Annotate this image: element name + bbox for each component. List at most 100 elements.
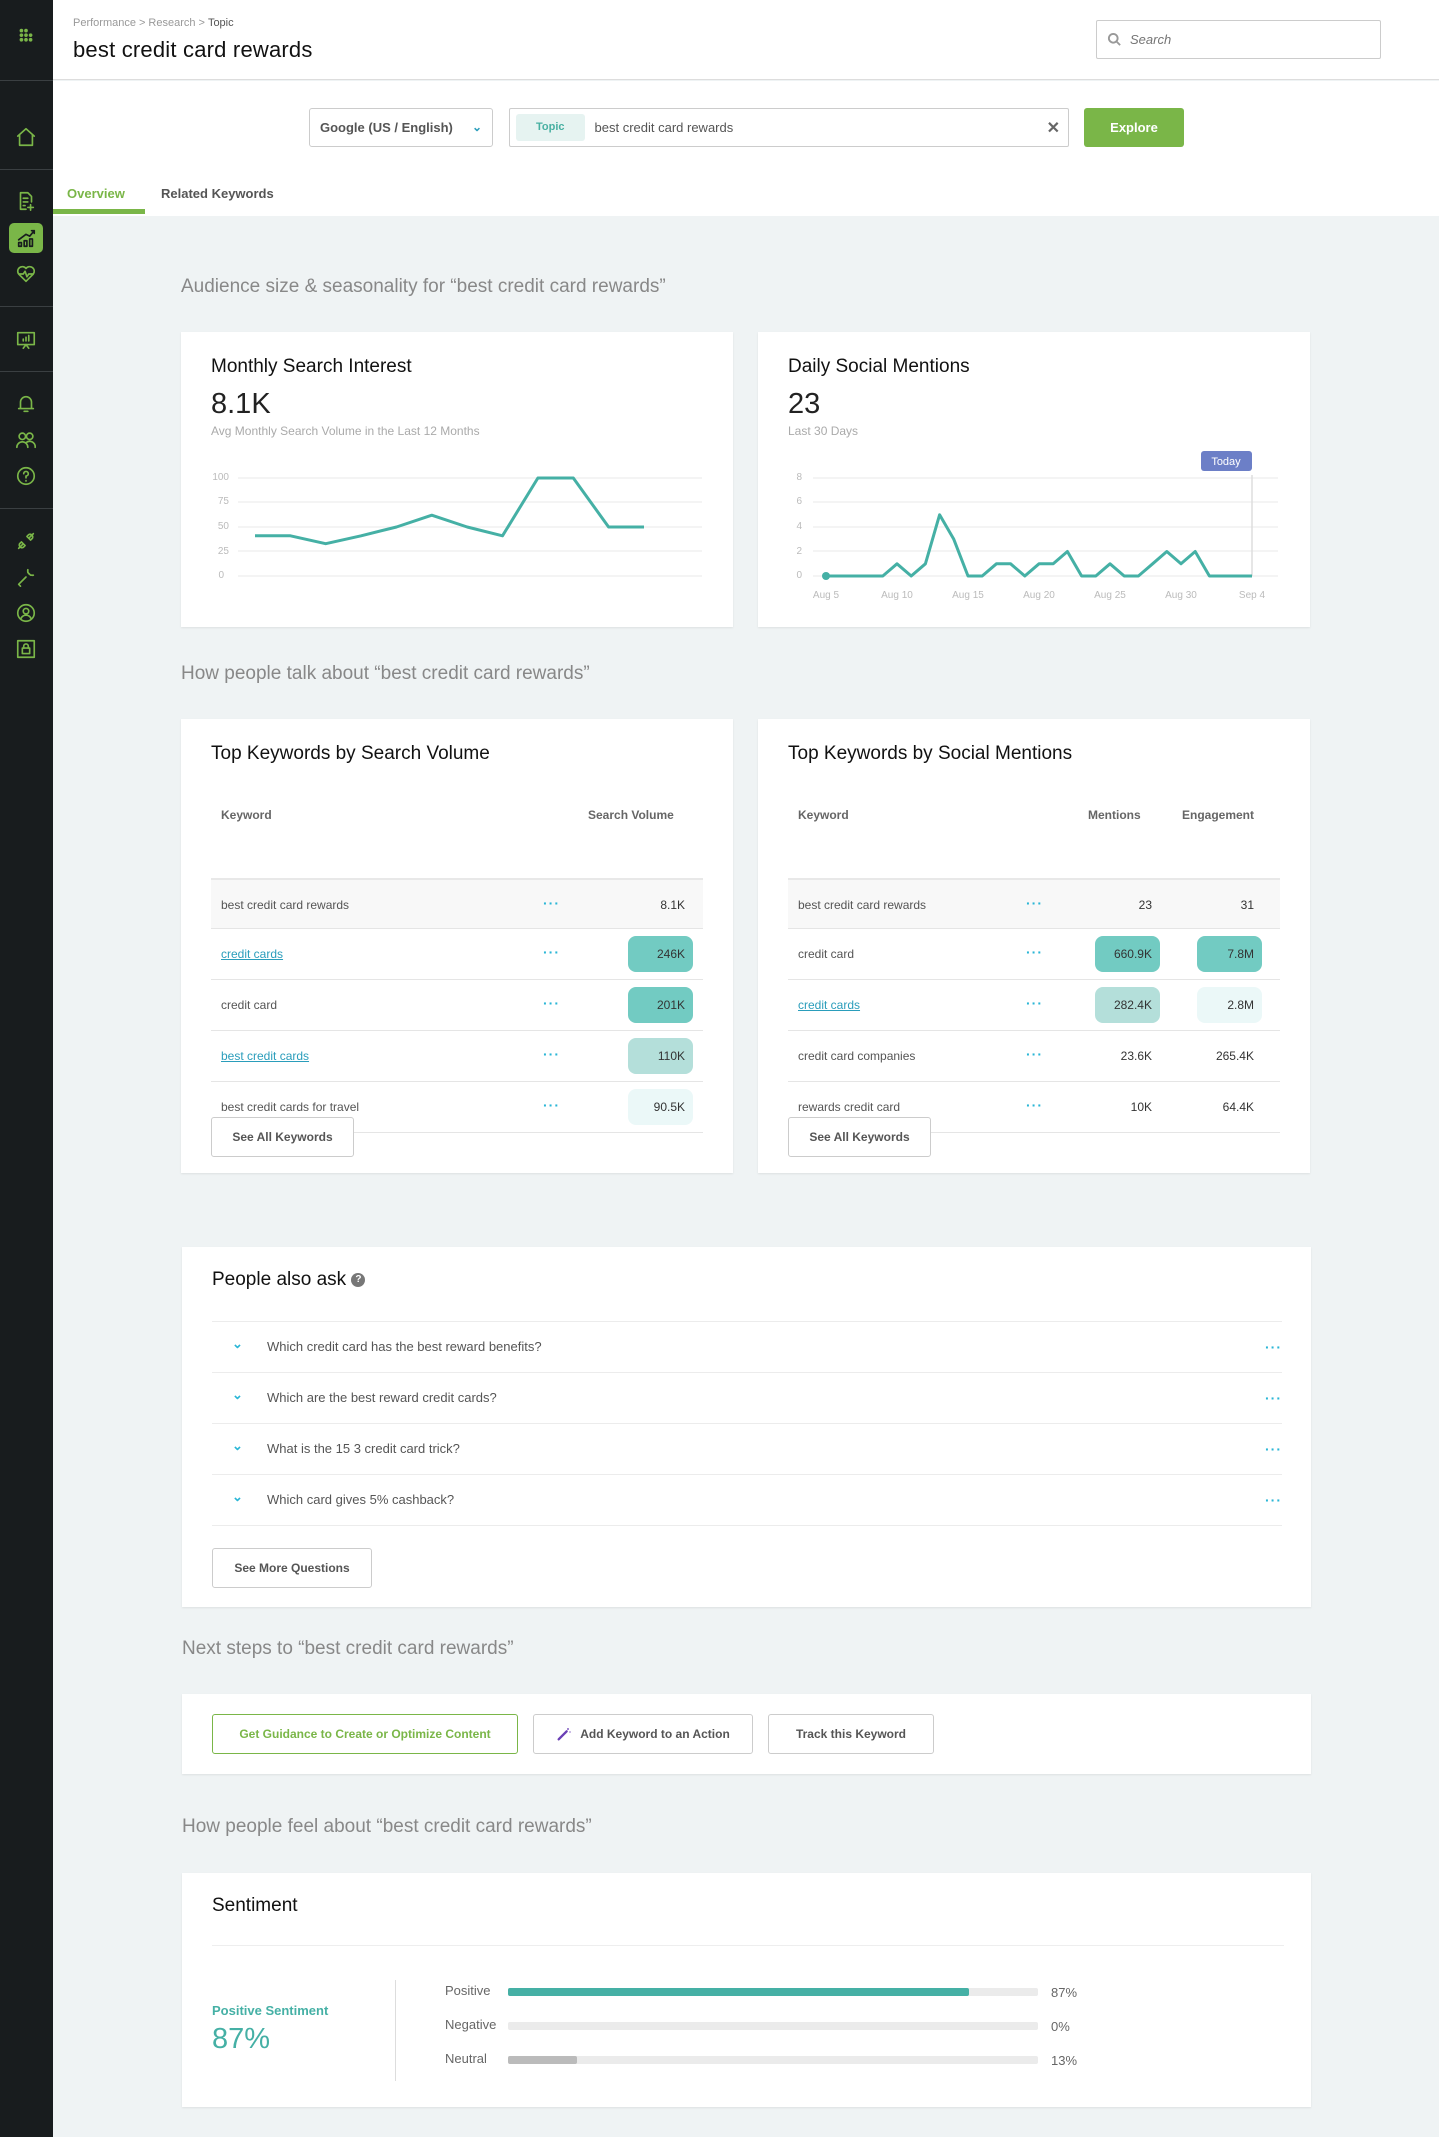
- keyword-cell: credit card: [221, 998, 278, 1012]
- paa-title: People also ask: [212, 1269, 347, 1290]
- search-volume-cell: 110K: [628, 1038, 693, 1074]
- table-row[interactable]: best credit card rewards ··· 23 31: [788, 878, 1280, 929]
- table-row[interactable]: credit card ··· 660.9K 7.8M: [788, 929, 1280, 980]
- query-input[interactable]: Topic best credit card rewards ✕: [509, 108, 1069, 147]
- chevron-down-icon: ⌄: [471, 120, 482, 134]
- breadcrumb-research[interactable]: Research: [148, 17, 196, 29]
- help-icon[interactable]: ?: [351, 1272, 366, 1287]
- more-options-icon[interactable]: ···: [1026, 1097, 1043, 1113]
- keyword-cell[interactable]: best credit cards: [221, 1049, 310, 1063]
- see-more-questions-button[interactable]: See More Questions: [212, 1548, 372, 1588]
- chevron-down-icon[interactable]: ⌄: [232, 1489, 243, 1504]
- svg-text:Aug 20: Aug 20: [1023, 590, 1055, 601]
- card-title: Top Keywords by Social Mentions: [788, 743, 1073, 764]
- search-engine-value: Google (US / English): [320, 120, 453, 135]
- search-keywords-card: Top Keywords by Search Volume Keyword Se…: [181, 719, 733, 1173]
- keyword-cell[interactable]: credit cards: [221, 947, 284, 961]
- more-options-icon[interactable]: ···: [1265, 1492, 1282, 1508]
- more-options-icon[interactable]: ···: [543, 944, 560, 960]
- question-row[interactable]: ⌄ Which card gives 5% cashback? ···: [212, 1474, 1282, 1525]
- integrations-plug-icon[interactable]: [9, 526, 43, 556]
- tab-related-keywords[interactable]: Related Keywords: [161, 186, 274, 201]
- engagement-cell: 64.4K: [1222, 1100, 1254, 1114]
- lock-security-icon[interactable]: [9, 634, 43, 664]
- clear-icon[interactable]: ✕: [1046, 120, 1060, 137]
- search-engine-select[interactable]: Google (US / English) ⌄: [309, 108, 493, 147]
- sentiment-label: Positive: [445, 1983, 491, 1998]
- chevron-down-icon[interactable]: ⌄: [232, 1387, 243, 1402]
- tab-overview[interactable]: Overview: [67, 186, 125, 201]
- search-volume-cell: 8.1K: [660, 898, 685, 912]
- explore-button[interactable]: Explore: [1084, 108, 1184, 147]
- table-row[interactable]: rewards credit card ··· 10K 64.4K: [788, 1082, 1280, 1133]
- more-options-icon[interactable]: ···: [543, 995, 560, 1011]
- chevron-down-icon[interactable]: ⌄: [232, 1336, 243, 1351]
- sidebar-divider: [0, 306, 53, 307]
- page-header: Performance > Research > Topic best credit c…: [53, 0, 1439, 80]
- engagement-cell: 2.8M: [1197, 987, 1262, 1023]
- search-input[interactable]: [1130, 32, 1370, 47]
- col-keyword: Keyword: [798, 808, 849, 822]
- settings-wrench-icon[interactable]: [9, 562, 43, 592]
- more-options-icon[interactable]: ···: [1265, 1441, 1282, 1457]
- sentiment-bar: [508, 1988, 1038, 1996]
- more-options-icon[interactable]: ···: [1026, 1046, 1043, 1062]
- get-guidance-button[interactable]: Get Guidance to Create or Optimize Conte…: [212, 1714, 518, 1754]
- topic-chip[interactable]: Topic: [516, 114, 585, 141]
- section-heading-talk: How people talk about “best credit card …: [181, 663, 590, 684]
- table-row[interactable]: credit card companies ··· 23.6K 265.4K: [788, 1031, 1280, 1082]
- home-icon[interactable]: [9, 122, 43, 152]
- mentions-cell: 10K: [1130, 1100, 1152, 1114]
- more-options-icon[interactable]: ···: [1265, 1339, 1282, 1355]
- question-row[interactable]: ⌄ Which are the best reward credit cards…: [212, 1372, 1282, 1423]
- keyword-cell[interactable]: credit cards: [798, 998, 861, 1012]
- presentation-report-icon[interactable]: [9, 325, 43, 355]
- global-search[interactable]: [1096, 20, 1381, 59]
- more-options-icon[interactable]: ···: [1026, 895, 1043, 911]
- table-row[interactable]: credit cards ··· 246K: [211, 929, 703, 980]
- mentions-cell: 23: [1138, 898, 1152, 912]
- content-doc-icon[interactable]: [9, 186, 43, 216]
- query-text[interactable]: best credit card rewards: [594, 120, 734, 135]
- question-text: What is the 15 3 credit card trick?: [267, 1441, 460, 1456]
- breadcrumb-performance[interactable]: Performance: [73, 17, 136, 29]
- more-options-icon[interactable]: ···: [543, 1097, 560, 1113]
- monthly-value: 8.1K: [211, 388, 271, 420]
- more-options-icon[interactable]: ···: [1026, 944, 1043, 960]
- active-tab-indicator: [53, 209, 145, 214]
- more-options-icon[interactable]: ···: [543, 895, 560, 911]
- add-keyword-label: Add Keyword to an Action: [580, 1727, 730, 1741]
- question-text: Which card gives 5% cashback?: [267, 1492, 455, 1507]
- see-all-keywords-button[interactable]: See All Keywords: [788, 1117, 931, 1157]
- see-all-keywords-button[interactable]: See All Keywords: [211, 1117, 354, 1157]
- engagement-cell: 7.8M: [1197, 936, 1262, 972]
- track-keyword-button[interactable]: Track this Keyword: [768, 1714, 934, 1754]
- sentiment-percent: 87%: [1051, 1985, 1078, 2000]
- sentiment-percent: 13%: [1051, 2053, 1078, 2068]
- engagement-cell: 265.4K: [1215, 1049, 1254, 1063]
- chevron-down-icon[interactable]: ⌄: [232, 1438, 243, 1453]
- bell-notifications-icon[interactable]: [9, 389, 43, 419]
- question-row[interactable]: ⌄ What is the 15 3 credit card trick? ··…: [212, 1423, 1282, 1474]
- table-row[interactable]: credit card ··· 201K: [211, 980, 703, 1031]
- research-chart-icon[interactable]: [9, 223, 43, 253]
- account-user-icon[interactable]: [9, 598, 43, 628]
- sentiment-bar: [508, 2056, 1038, 2064]
- table-row[interactable]: best credit cards for travel ··· 90.5K: [211, 1082, 703, 1133]
- more-options-icon[interactable]: ···: [543, 1046, 560, 1062]
- more-options-icon[interactable]: ···: [1026, 995, 1043, 1011]
- apps-grid-icon[interactable]: [9, 22, 43, 52]
- add-keyword-to-action-button[interactable]: Add Keyword to an Action: [533, 1714, 753, 1754]
- svg-text:100: 100: [212, 472, 229, 483]
- question-row[interactable]: ⌄ Which credit card has the best reward …: [212, 1321, 1282, 1372]
- daily-value: 23: [788, 388, 821, 420]
- users-icon[interactable]: [9, 425, 43, 455]
- col-keyword: Keyword: [221, 808, 272, 822]
- more-options-icon[interactable]: ···: [1265, 1390, 1282, 1406]
- table-row[interactable]: credit cards ··· 282.4K 2.8M: [788, 980, 1280, 1031]
- table-row[interactable]: best credit cards ··· 110K: [211, 1031, 703, 1082]
- svg-text:Today: Today: [1211, 456, 1241, 468]
- table-row[interactable]: best credit card rewards ··· 8.1K: [211, 878, 703, 929]
- help-question-icon[interactable]: [9, 461, 43, 491]
- health-heart-icon[interactable]: [9, 259, 43, 289]
